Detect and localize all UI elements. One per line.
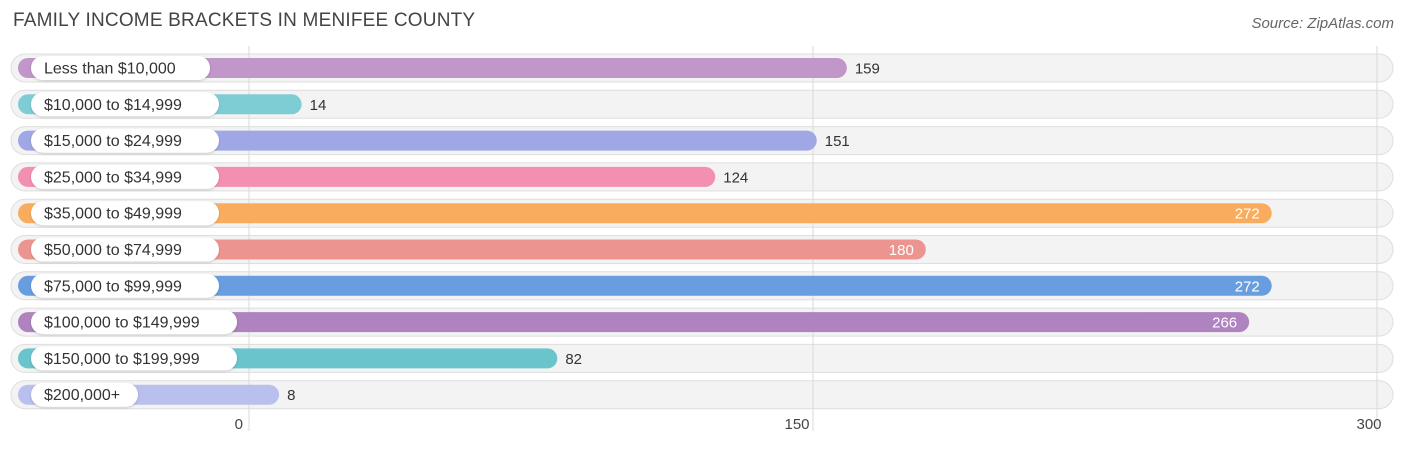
category-label-pill	[31, 164, 219, 189]
category-label: $35,000 to $49,999	[44, 206, 182, 223]
value-label: 8	[287, 387, 295, 404]
category-label: $15,000 to $24,999	[44, 133, 182, 150]
x-tick-label: 300	[1356, 416, 1381, 433]
category-label-pill	[31, 237, 219, 262]
category-label-pill	[31, 346, 237, 371]
category-label-pill	[31, 92, 219, 117]
category-label: $200,000+	[44, 387, 120, 404]
category-label: $10,000 to $14,999	[44, 97, 182, 114]
category-label: $75,000 to $99,999	[44, 278, 182, 295]
chart-title: FAMILY INCOME BRACKETS IN MENIFEE COUNTY	[13, 10, 476, 31]
category-label-pill	[31, 201, 219, 226]
value-label: 266	[1212, 315, 1237, 332]
bar	[18, 203, 1272, 224]
category-label: $50,000 to $74,999	[44, 242, 182, 259]
value-label: 159	[855, 61, 880, 78]
category-label-pill	[31, 273, 219, 298]
category-label: Less than $10,000	[44, 61, 176, 78]
category-label: $150,000 to $199,999	[44, 351, 200, 368]
value-label: 180	[889, 242, 914, 259]
category-label-pill	[31, 56, 210, 80]
value-label: 151	[825, 133, 850, 150]
value-label: 124	[723, 169, 748, 186]
category-label-pill	[31, 310, 237, 335]
bar	[18, 312, 1250, 333]
bar	[18, 58, 847, 78]
category-label-pill	[31, 382, 138, 407]
row-track	[10, 89, 1394, 119]
value-label: 272	[1235, 278, 1260, 295]
x-tick-label: 0	[235, 416, 243, 433]
value-label: 272	[1235, 206, 1260, 223]
category-label-pill	[31, 128, 219, 153]
category-label: $25,000 to $34,999	[44, 169, 182, 186]
bar	[18, 239, 926, 260]
source-label: Source: ZipAtlas.com	[1251, 15, 1394, 32]
category-label: $100,000 to $149,999	[44, 315, 200, 332]
x-tick-label: 150	[784, 416, 809, 433]
bars-layer: Less than $10,000 159 $10,000 to $14,999 14…	[18, 56, 1272, 407]
value-label: 14	[310, 97, 327, 114]
row-track	[10, 380, 1394, 410]
value-label: 82	[565, 351, 582, 368]
bar	[18, 275, 1272, 296]
